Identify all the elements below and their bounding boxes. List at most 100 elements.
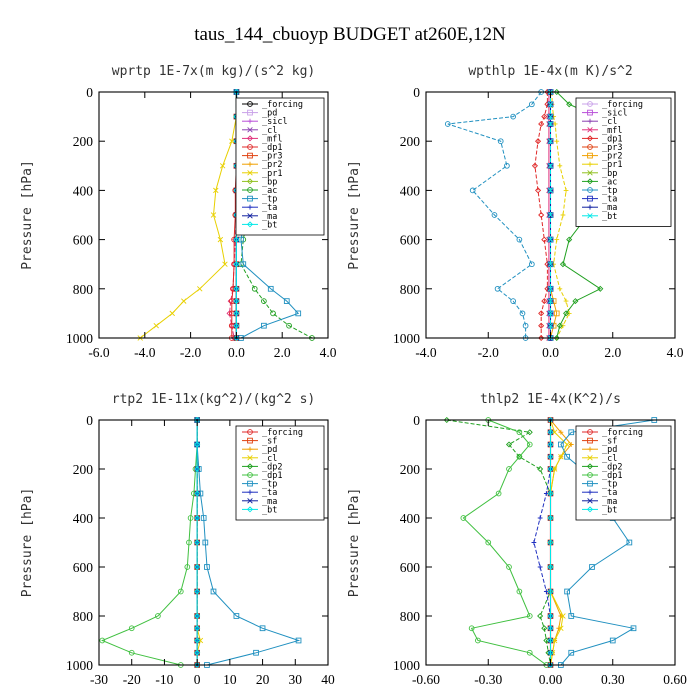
x-tick-label: -6.0 (88, 345, 110, 360)
data-point (564, 453, 570, 460)
data-point (626, 539, 633, 546)
legend-marker (587, 195, 593, 202)
data-point (544, 101, 551, 108)
legend-marker (587, 127, 593, 133)
data-point (547, 212, 554, 218)
legend: _forcing_sf_pd_cl_dp2_dp1_tp_ta_ma_bt (575, 425, 672, 521)
legend-label: _pr1 (262, 169, 282, 179)
data-point (547, 465, 554, 473)
legend: _forcing_pd_sicl_cl_mfl_dp1_pr3_pr2_pr1_… (235, 97, 325, 236)
data-point (128, 625, 135, 632)
data-point (194, 625, 201, 632)
data-point (538, 310, 545, 317)
data-point (547, 298, 554, 304)
panel-title: wprtp 1E-7x(m kg)/(s^2 kg) (112, 64, 316, 79)
x-tick-label: 0 (194, 672, 201, 687)
legend-marker (587, 437, 593, 444)
figure-title: taus_144_cbuoyp BUDGET at260E,12N (194, 24, 506, 45)
x-tick-label: 0.0 (542, 345, 559, 360)
y-tick-label: 0 (413, 413, 420, 428)
legend-label: _sicl (262, 117, 288, 127)
series-bt (547, 416, 554, 669)
data-point (153, 322, 159, 329)
legend: _forcing_sf_pd_cl_dp2_dp1_tp_ta_ma_bt (235, 425, 325, 521)
legend-label: _forcing (262, 428, 303, 438)
x-tick-label: -4.0 (415, 345, 437, 360)
series-line (462, 419, 547, 666)
data-point (547, 453, 554, 460)
series-dp1 (531, 88, 551, 342)
data-point (531, 162, 538, 169)
legend-label: _dp1 (262, 143, 282, 153)
y-tick-label: 200 (400, 462, 421, 477)
y-tick-label: 600 (400, 233, 421, 248)
legend: _forcing_sicl_cl_mfl_dp1_pr3_pr2_pr1_bp_… (575, 97, 672, 227)
data-point (261, 298, 267, 304)
data-point (568, 429, 575, 436)
data-point (516, 429, 523, 436)
data-point (535, 187, 542, 194)
legend-marker (247, 118, 253, 124)
data-point (270, 310, 276, 317)
data-point (494, 285, 501, 292)
data-point (547, 649, 554, 656)
data-point (554, 138, 560, 144)
data-point (186, 539, 192, 546)
data-point (528, 261, 535, 268)
legend-marker (587, 170, 593, 176)
legend-marker (587, 109, 593, 116)
legend-marker (587, 187, 593, 193)
legend-marker (586, 135, 594, 142)
data-point (510, 298, 517, 304)
panel-title: thlp2 1E-4x(K^2)/s (480, 392, 621, 407)
y-tick-label: 200 (73, 134, 94, 149)
y-axis-label: Pressure [hPa] (347, 488, 362, 598)
data-point (547, 625, 554, 632)
data-point (233, 613, 240, 619)
series-line (560, 419, 655, 666)
data-point (556, 322, 563, 329)
data-point (233, 310, 240, 317)
y-tick-label: 400 (73, 183, 94, 198)
data-point (194, 563, 201, 571)
data-point (233, 236, 240, 243)
legend-marker (587, 480, 593, 487)
series-line (139, 92, 237, 339)
y-axis-label: Pressure [hPa] (20, 488, 35, 598)
data-point (563, 310, 570, 317)
data-point (537, 515, 543, 521)
legend-marker (247, 446, 253, 452)
data-point (194, 441, 201, 448)
legend-label: _dp1 (262, 471, 282, 481)
legend-label: _ma (602, 497, 617, 507)
legend-marker (247, 109, 253, 116)
legend-label: _tp (602, 480, 617, 490)
data-point (286, 322, 292, 329)
y-tick-label: 400 (73, 511, 94, 526)
data-point (547, 138, 554, 144)
data-point (609, 637, 616, 644)
data-point (267, 285, 274, 292)
panel-2: wpthlp 1E-4x(m K)/s^2 Pressure [hPa] -4.0 -… (347, 64, 684, 360)
data-point (506, 564, 512, 570)
data-point (566, 311, 572, 316)
legend-marker (587, 446, 593, 452)
data-point (537, 465, 544, 473)
legend-marker (587, 489, 593, 495)
panel-1: wprtp 1E-7x(m kg)/(s^2 kg) Pressure [hPa]… (20, 64, 337, 360)
data-point (552, 121, 558, 127)
data-point (541, 625, 548, 632)
data-point (557, 163, 563, 169)
data-point (560, 323, 566, 329)
data-point (547, 163, 554, 169)
legend-label: _ta (262, 488, 277, 498)
legend-label: _bt (262, 220, 277, 230)
data-point (553, 88, 560, 96)
data-point (547, 539, 554, 546)
panel-3: rtp2 1E-11x(kg^2)/(kg^2 s) Pressure [hPa]… (20, 392, 335, 687)
legend-marker (247, 161, 253, 167)
legend-marker (587, 144, 593, 150)
y-tick-label: 0 (86, 413, 93, 428)
y-tick-label: 0 (86, 85, 93, 100)
x-tick-label: 0.0 (228, 345, 245, 360)
